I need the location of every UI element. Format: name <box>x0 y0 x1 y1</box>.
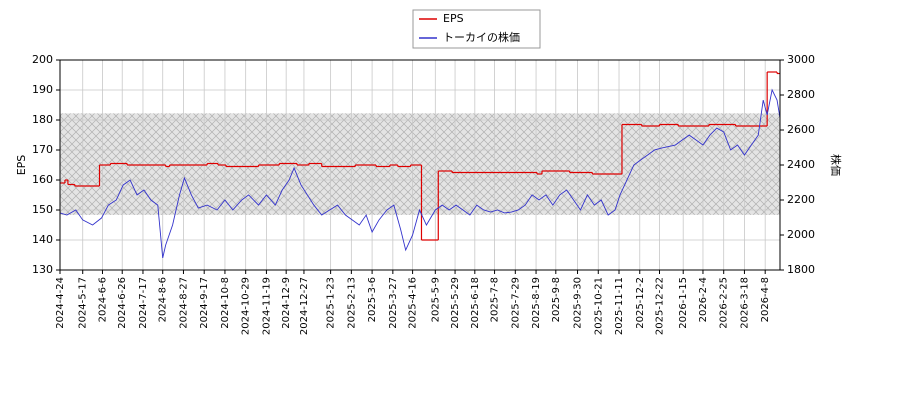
y2-tick-label: 1800 <box>787 263 815 276</box>
y-tick-label: 140 <box>32 233 53 246</box>
y2-tick-label: 3000 <box>787 53 815 66</box>
x-tick-label: 2025-5-29 <box>450 277 461 329</box>
y-tick-label: 190 <box>32 83 53 96</box>
y-axis-label: EPS <box>15 155 28 176</box>
x-tick-label: 2025-5-9 <box>430 277 441 322</box>
x-tick-label: 2025-4-16 <box>408 277 419 329</box>
x-tick-label: 2024-6-26 <box>117 277 128 329</box>
x-tick-label: 2025-9-8 <box>551 277 562 322</box>
x-tick-label: 2024-9-17 <box>199 277 210 329</box>
x-tick-label: 2024-8-6 <box>158 277 169 322</box>
y-tick-label: 160 <box>32 173 53 186</box>
x-tick-label: 2024-12-9 <box>281 277 292 329</box>
x-tick-label: 2025-6-18 <box>470 277 481 329</box>
y2-tick-label: 2800 <box>787 88 815 101</box>
y2-tick-label: 2400 <box>787 158 815 171</box>
x-tick-label: 2025-12-2 <box>635 277 646 329</box>
x-tick-label: 2024-6-6 <box>97 277 108 322</box>
x-tick-label: 2024-8-27 <box>178 277 189 329</box>
x-tick-label: 2025-10-21 <box>593 277 604 335</box>
x-tick-label: 2025-2-13 <box>346 277 357 329</box>
x-tick-label: 2024-7-17 <box>138 277 149 329</box>
y-tick-label: 130 <box>32 263 53 276</box>
x-tick-label: 2026-2-25 <box>719 277 730 329</box>
plot-frame <box>59 59 781 271</box>
y2-tick-label: 2200 <box>787 193 815 206</box>
y2-tick-label: 2000 <box>787 228 815 241</box>
x-tick-label: 2025-3-27 <box>388 277 399 329</box>
x-tick-label: 2024-4-24 <box>55 277 66 329</box>
x-tick-label: 2026-3-18 <box>739 277 750 329</box>
legend-box <box>412 9 541 49</box>
x-tick-label: 2024-11-19 <box>261 277 272 335</box>
x-tick-label: 2024-10-29 <box>241 277 252 335</box>
x-tick-label: 2025-3-6 <box>367 277 378 322</box>
shaded-band <box>60 113 780 215</box>
x-tick-label: 2026-2-4 <box>698 277 709 322</box>
y-tick-label: 180 <box>32 113 53 126</box>
x-tick-label: 2024-10-8 <box>220 277 231 329</box>
x-tick-label: 2024-12-27 <box>299 277 310 335</box>
y-tick-label: 200 <box>32 53 53 66</box>
x-tick-label: 2025-8-19 <box>531 277 542 329</box>
y2-tick-label: 2600 <box>787 123 815 136</box>
legend-label: トーカイの株価 <box>443 30 520 44</box>
y2-axis-label: 株価 <box>829 154 843 176</box>
price-line <box>59 88 781 259</box>
x-tick-label: 2024-5-17 <box>78 277 89 329</box>
x-tick-label: 2026-1-15 <box>678 277 689 329</box>
x-tick-label: 2025-1-23 <box>326 277 337 329</box>
y-tick-label: 170 <box>32 143 53 156</box>
x-tick-label: 2025-7-8 <box>490 277 501 322</box>
x-tick-label: 2025-7-29 <box>510 277 521 329</box>
x-tick-label: 2025-9-30 <box>573 277 584 329</box>
y-tick-label: 150 <box>32 203 53 216</box>
x-tick-label: 2025-12-22 <box>655 277 666 335</box>
legend-label: EPS <box>443 12 464 25</box>
x-tick-label: 2026-4-8 <box>760 277 771 322</box>
x-tick-label: 2025-11-11 <box>614 277 625 335</box>
